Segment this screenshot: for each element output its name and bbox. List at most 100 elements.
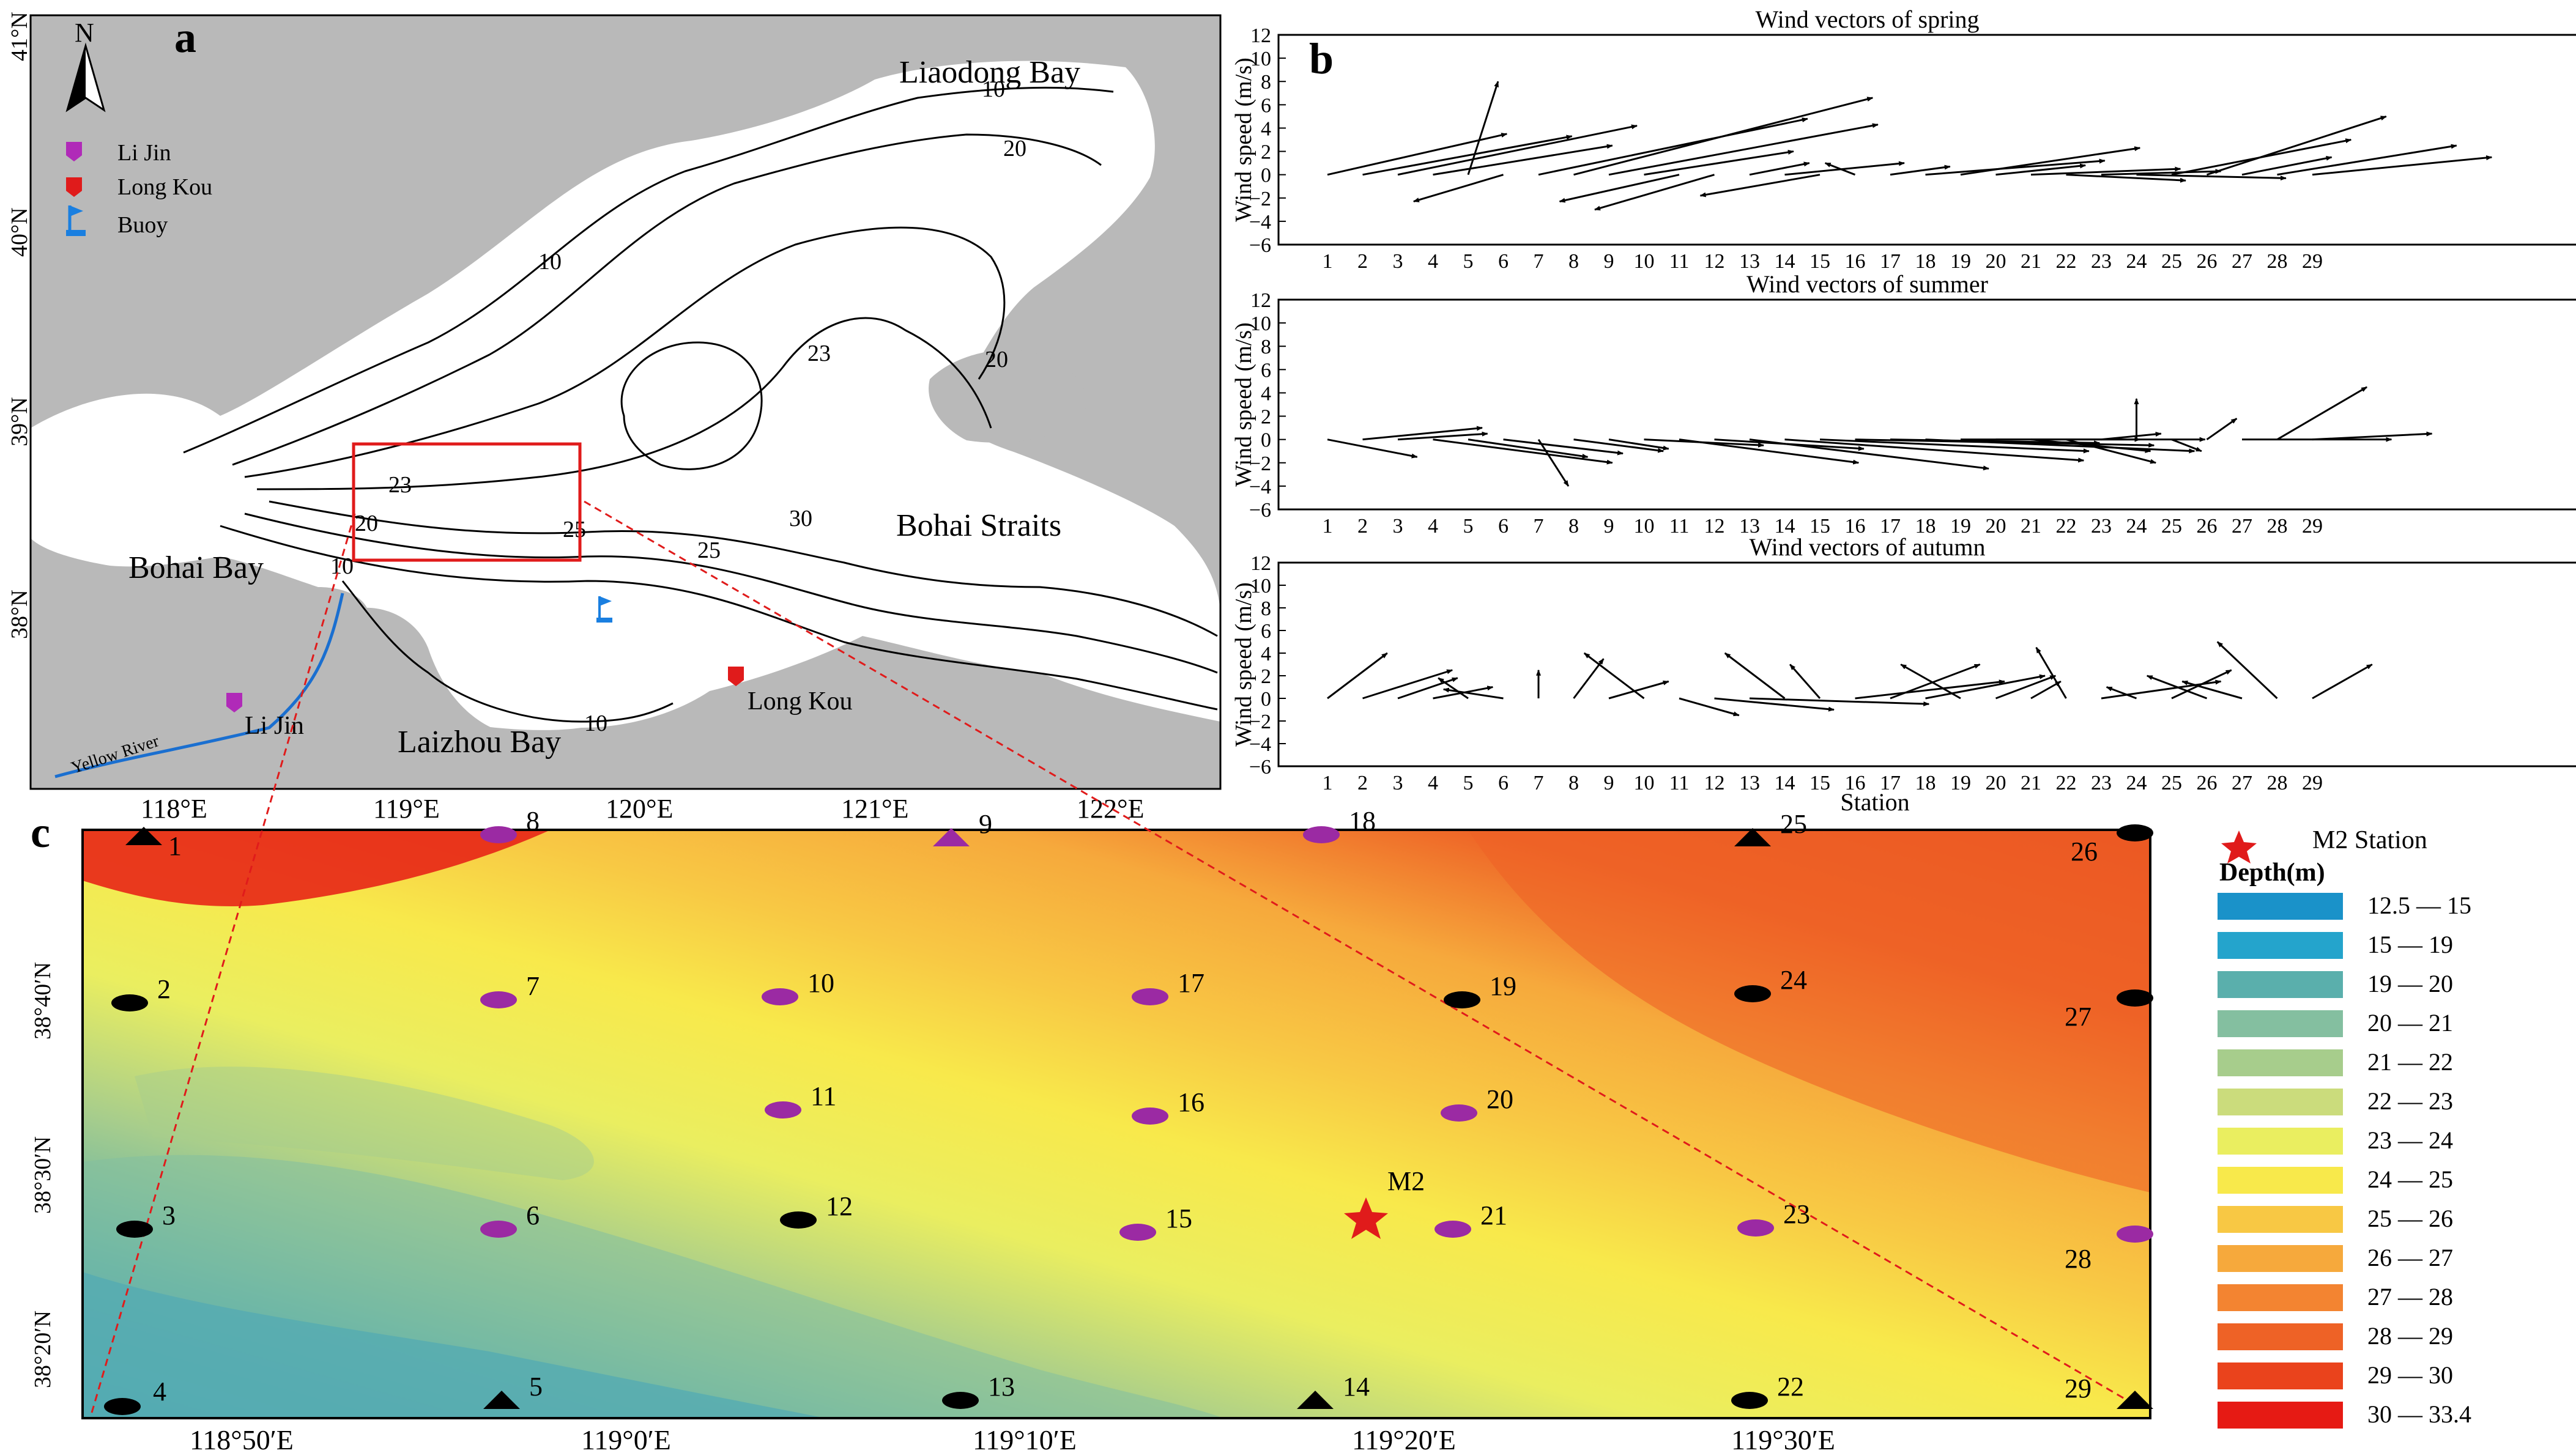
wind-vector xyxy=(1467,81,1499,176)
depth-legend-swatch xyxy=(2218,1362,2343,1389)
wind-vector xyxy=(2136,174,2287,181)
station-triangle-marker xyxy=(1297,1391,1334,1409)
y-tick-label: 2 xyxy=(1261,406,1271,429)
x-tick-label: 15 xyxy=(1810,250,1830,273)
station-label: 7 xyxy=(526,971,540,1001)
x-tick-label: 19 xyxy=(1950,515,1971,538)
wind-vector xyxy=(1559,174,1680,203)
x-tick-label: 9 xyxy=(1604,515,1614,538)
x-tick-label: 7 xyxy=(1534,515,1544,538)
x-tick-label: 7 xyxy=(1534,250,1544,273)
station-label: 25 xyxy=(1780,809,1807,839)
station-ellipse-marker xyxy=(104,1398,141,1415)
station-ellipse-marker xyxy=(480,1221,517,1238)
depth-legend-swatch xyxy=(2218,971,2343,998)
place-bohai-bay: Bohai Bay xyxy=(128,550,264,585)
station-6: 6 xyxy=(480,1200,540,1238)
x-tick-label: 19 xyxy=(1950,772,1971,794)
station-label: 1 xyxy=(168,831,182,861)
station-label: 24 xyxy=(1780,965,1807,995)
wind-vector xyxy=(1468,438,1589,459)
wind-vector xyxy=(2030,680,2062,700)
wind-vector xyxy=(1433,438,1613,465)
x-tick-label: 24 xyxy=(2126,250,2147,273)
depth-legend-label: 15 — 19 xyxy=(2367,931,2453,958)
contour-label: 10 xyxy=(538,249,562,275)
x-tick-label: 26 xyxy=(2197,515,2218,538)
lon-tick: 119°30′E xyxy=(1731,1424,1835,1453)
x-tick-label: 26 xyxy=(2197,250,2218,273)
wind-vector xyxy=(1608,680,1669,700)
station-label: 6 xyxy=(526,1200,540,1230)
station-label: 26 xyxy=(2071,837,2098,867)
wind-vector xyxy=(1438,677,1469,700)
wind-vector xyxy=(1824,162,1856,176)
map-lon-ticks: 118°E 119°E 120°E 121°E 122°E xyxy=(141,794,1144,824)
station-13: 13 xyxy=(942,1372,1015,1409)
station-label: 27 xyxy=(2065,1002,2092,1032)
depth-contours xyxy=(183,86,1218,723)
x-tick-label: 5 xyxy=(1463,250,1474,273)
peninsula-island xyxy=(929,350,1087,443)
wind-vector xyxy=(2106,686,2137,700)
wind-panel-frame xyxy=(1277,561,2576,767)
wind-panel-title: Wind vectors of autumn xyxy=(1749,533,1985,561)
x-tick-label: 23 xyxy=(2091,772,2112,794)
station-2: 2 xyxy=(111,974,171,1011)
x-tick-label: 17 xyxy=(1880,515,1901,538)
y-tick-label: −2 xyxy=(1249,711,1271,733)
wind-vector xyxy=(1995,163,2087,176)
wind-vector xyxy=(2207,115,2387,176)
station-axis-label: Station xyxy=(1840,788,1909,816)
y-tick-label: 12 xyxy=(1250,289,1271,312)
wind-vector xyxy=(2312,155,2493,176)
wind-vector xyxy=(2101,169,2222,176)
wind-vector xyxy=(1327,652,1388,700)
contour-label: 20 xyxy=(1003,136,1026,161)
x-tick-label: 6 xyxy=(1498,250,1509,273)
station-triangle-marker xyxy=(125,827,162,845)
x-tick-label: 27 xyxy=(2232,772,2252,794)
x-tick-label: 11 xyxy=(1669,772,1690,794)
station-23: 23 xyxy=(1737,1199,1810,1237)
x-tick-label: 26 xyxy=(2197,772,2218,794)
y-tick-label: 10 xyxy=(1250,48,1271,70)
y-tick-label: −2 xyxy=(1249,453,1271,475)
station-24: 24 xyxy=(1734,965,1807,1002)
x-tick-label: 9 xyxy=(1604,250,1614,273)
y-tick-label: 0 xyxy=(1261,688,1271,711)
x-tick-label: 17 xyxy=(1880,772,1901,794)
station-15: 15 xyxy=(1119,1203,1192,1241)
lon-tick: 119°10′E xyxy=(973,1424,1077,1453)
station-17: 17 xyxy=(1132,968,1204,1005)
y-tick-label: −6 xyxy=(1249,234,1271,257)
x-tick-label: 13 xyxy=(1739,772,1760,794)
depth-legend-label: 20 — 21 xyxy=(2367,1009,2453,1037)
wind-vector xyxy=(1412,174,1504,202)
map-legend: Li Jin Long Kou Buoy xyxy=(66,140,212,238)
wind-vector xyxy=(1433,144,1613,176)
wind-vector xyxy=(1749,438,1989,471)
legend-long-kou-icon xyxy=(66,177,82,197)
x-tick-label: 3 xyxy=(1393,250,1403,273)
x-tick-label: 24 xyxy=(2126,772,2147,794)
depth-zone-orange xyxy=(1468,830,2150,1192)
station-label: 11 xyxy=(811,1081,836,1111)
station-label: 29 xyxy=(2065,1374,2092,1403)
wind-vector xyxy=(1749,161,1810,176)
place-laizhou-bay: Laizhou Bay xyxy=(398,725,561,760)
station-27: 27 xyxy=(2065,989,2153,1032)
wind-vector xyxy=(1397,431,1488,441)
depth-legend-label: 27 — 28 xyxy=(2367,1283,2453,1311)
m2-legend-label: M2 Station xyxy=(2312,826,2427,854)
x-tick-label: 29 xyxy=(2302,772,2323,794)
station-3: 3 xyxy=(116,1200,176,1238)
x-tick-label: 5 xyxy=(1463,772,1474,794)
wind-vector xyxy=(1573,97,1874,176)
wind-panel-frame xyxy=(1277,298,2576,511)
x-tick-label: 29 xyxy=(2302,515,2323,538)
station-ellipse-marker xyxy=(111,994,148,1011)
wind-vector xyxy=(2030,166,2181,176)
